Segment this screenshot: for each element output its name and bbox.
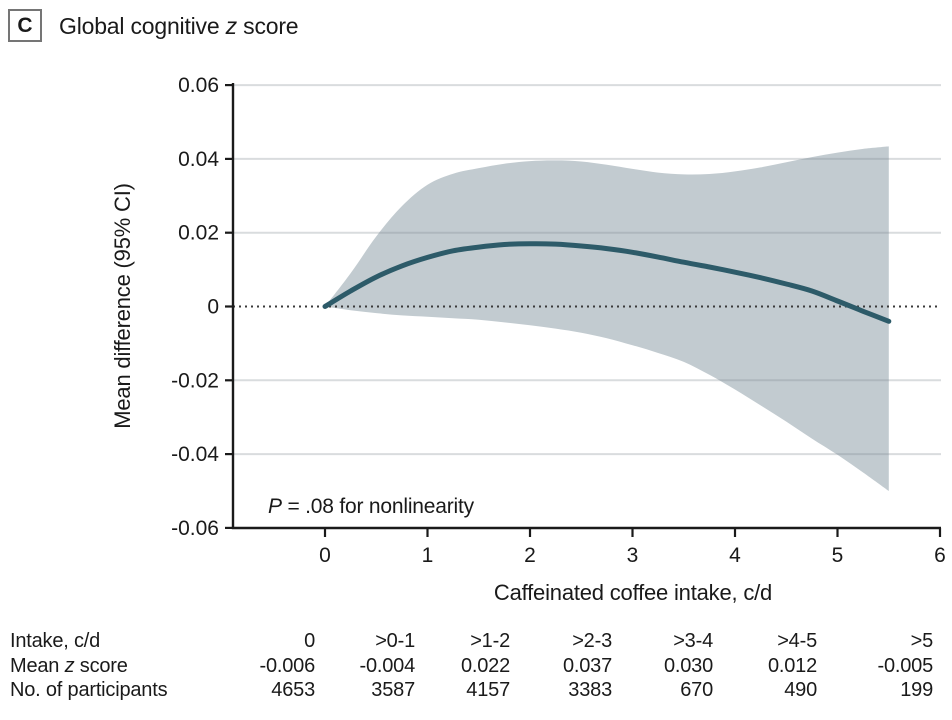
confidence-band: [325, 146, 889, 491]
x-tick-label: 0: [319, 544, 331, 567]
mean-z-score-row: Mean z score -0.006 -0.004 0.022 0.037 0.030 0…: [10, 654, 943, 679]
x-tick-label: 2: [524, 544, 536, 567]
spline-chart: 0.06 0.04 0.02 0 -0.02 -0.04 -0.06 0 1 2 3 4 5 6 Mean …: [110, 74, 946, 605]
row-label: Mean z score: [10, 654, 228, 679]
table-cell: 3587: [371, 679, 415, 701]
text: Global cognitive: [59, 13, 226, 39]
y-tick-label: 0: [207, 296, 219, 319]
table-cell: -0.004: [359, 654, 415, 677]
italic-text: z: [225, 13, 238, 39]
x-axis-title: Caffeinated coffee intake, c/d: [494, 580, 772, 605]
table-cell: 490: [784, 679, 817, 701]
x-tick-label: 1: [422, 544, 434, 567]
panel-letter-badge: C: [8, 9, 42, 42]
y-tick-label: -0.02: [171, 369, 219, 392]
table-cell: 0.022: [460, 654, 510, 677]
table-cell: -0.006: [259, 654, 315, 677]
participants-row: No. of participants 4653 3587 4157 3383 670 49…: [10, 678, 943, 703]
table-cell: -0.005: [877, 654, 933, 677]
table-cell: 0.037: [562, 654, 612, 677]
text: score: [74, 654, 128, 677]
table-cell: >5: [910, 630, 934, 652]
table-cell: >1-2: [470, 630, 510, 652]
nonlinearity-note: P = .08 for nonlinearity: [268, 495, 475, 518]
text: Mean: [10, 654, 65, 677]
y-tick-label: 0.02: [178, 222, 219, 245]
table-cell: >4-5: [777, 630, 817, 652]
text: Intake, c/d: [10, 630, 101, 652]
italic-text: z: [64, 654, 75, 677]
table-cell: 670: [680, 679, 713, 701]
summary-table: Intake, c/d 0 >0-1 >1-2 >2-3 >3-4 >4-5 >5 Mean z…: [10, 629, 943, 703]
table-cell: >0-1: [375, 630, 415, 652]
table-cell: >3-4: [673, 630, 713, 652]
row-label: Intake, c/d: [10, 629, 228, 654]
y-tick-label: -0.04: [171, 443, 219, 466]
x-tick-label: 6: [934, 544, 946, 567]
row-label: No. of participants: [10, 678, 228, 703]
table-cell: 4157: [466, 679, 510, 701]
y-axis-title: Mean difference (95% CI): [110, 183, 135, 428]
table-cell: >2-3: [572, 630, 612, 652]
figure-title: Global cognitive z score: [59, 13, 299, 40]
y-tick-label: 0.04: [178, 148, 219, 171]
x-tick-label: 5: [832, 544, 844, 567]
table-cell: 3383: [568, 679, 612, 701]
table-cell: 0: [304, 630, 315, 652]
table-cell: 199: [900, 679, 933, 701]
text: No. of participants: [10, 679, 168, 701]
y-tick-label: 0.06: [178, 74, 219, 97]
trend-line: [322, 241, 892, 324]
y-tick-label: -0.06: [171, 517, 219, 540]
table-cell: 0.012: [767, 654, 817, 677]
text: score: [236, 13, 299, 39]
x-tick-label: 4: [729, 544, 741, 567]
table-cell: 4653: [271, 679, 315, 701]
intake-row: Intake, c/d 0 >0-1 >1-2 >2-3 >3-4 >4-5 >5: [10, 629, 943, 654]
table-cell: 0.030: [663, 654, 713, 677]
x-tick-label: 3: [627, 544, 639, 567]
figure-header: C Global cognitive z score: [0, 0, 952, 52]
